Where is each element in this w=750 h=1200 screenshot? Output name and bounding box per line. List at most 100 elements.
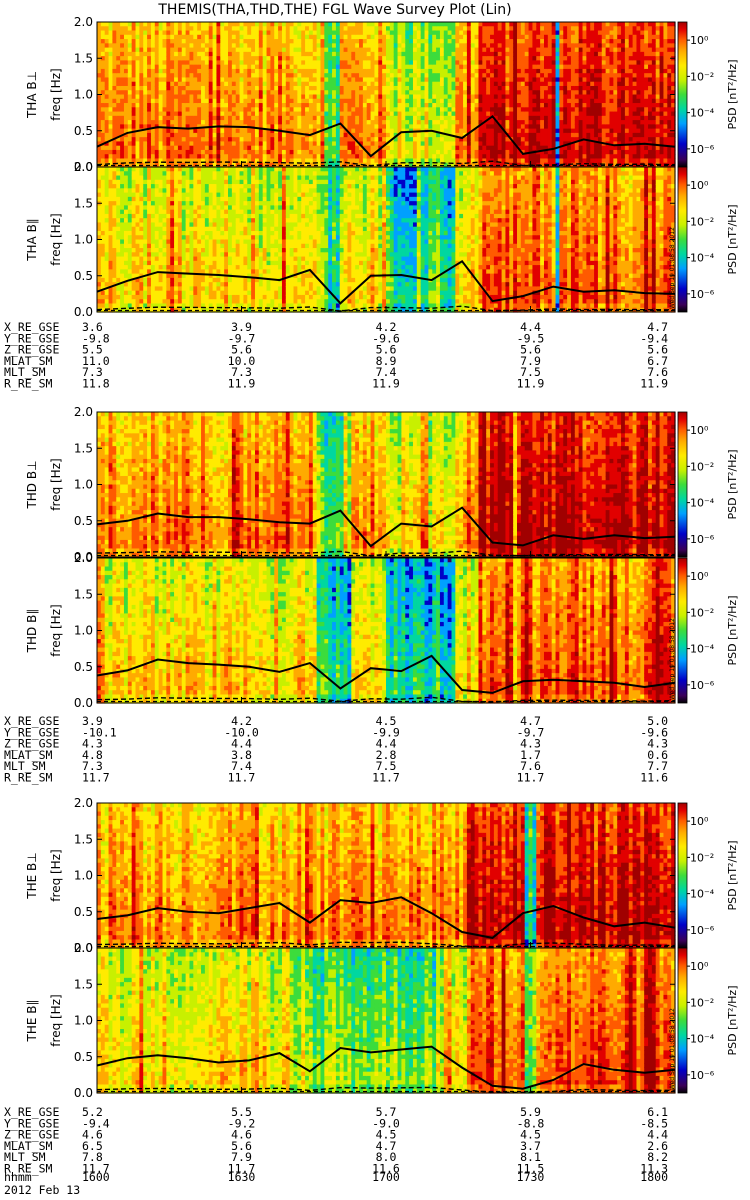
heatmap-cell	[285, 154, 291, 160]
heatmap-cell	[328, 90, 333, 96]
heatmap-cell	[605, 111, 611, 117]
heatmap-cell	[362, 34, 368, 40]
heatmap-cell	[640, 60, 645, 66]
heatmap-cell	[120, 145, 125, 151]
heatmap-cell	[147, 90, 152, 96]
heatmap-cell	[147, 145, 152, 151]
heatmap-cell	[147, 77, 152, 83]
heatmap-cell	[644, 56, 649, 61]
heatmap-cell	[613, 124, 618, 130]
heatmap-cell	[339, 124, 345, 130]
heatmap-cell	[247, 39, 252, 44]
heatmap-cell	[582, 128, 587, 134]
heatmap-cell	[567, 115, 572, 121]
heatmap-cell	[251, 26, 256, 32]
heatmap-cell	[493, 154, 499, 160]
heatmap-cell	[324, 98, 329, 104]
heatmap-cell	[505, 68, 510, 74]
heatmap-cell	[482, 34, 487, 40]
heatmap-cell	[120, 128, 125, 134]
heatmap-cell	[254, 90, 260, 96]
heatmap-cell	[424, 60, 429, 66]
heatmap-cell	[551, 43, 557, 49]
heatmap-cell	[135, 124, 140, 130]
heatmap-cell	[459, 120, 464, 125]
heatmap-cell	[324, 43, 329, 49]
heatmap-cell	[586, 68, 591, 74]
heatmap-cell	[463, 85, 468, 91]
heatmap-cell	[181, 98, 187, 104]
heatmap-cell	[274, 94, 279, 100]
heatmap-cell	[570, 145, 576, 151]
heatmap-cell	[328, 30, 333, 36]
heatmap-cell	[289, 47, 295, 53]
heatmap-cell	[628, 34, 634, 40]
heatmap-cell	[281, 98, 287, 104]
heatmap-cell	[378, 85, 383, 91]
heatmap-cell	[455, 124, 460, 130]
heatmap-cell	[555, 73, 560, 79]
heatmap-cell	[463, 154, 468, 160]
heatmap-cell	[235, 107, 241, 113]
heatmap-cell	[97, 137, 102, 143]
heatmap-cell	[409, 98, 414, 104]
heatmap-cell	[201, 85, 206, 91]
heatmap-cell	[347, 39, 352, 44]
heatmap-cell	[624, 137, 630, 143]
heatmap-cell	[551, 73, 557, 79]
heatmap-cell	[505, 103, 510, 108]
heatmap-cell	[470, 124, 476, 130]
heatmap-cell	[632, 68, 638, 74]
heatmap-cell	[420, 103, 426, 108]
heatmap-cell	[597, 145, 603, 151]
heatmap-cell	[439, 22, 445, 27]
heatmap-cell	[193, 51, 198, 57]
heatmap-cell	[131, 60, 137, 66]
heatmap-cell	[150, 141, 156, 147]
heatmap-cell	[97, 60, 102, 66]
heatmap-cell	[216, 107, 221, 113]
heatmap-cell	[193, 39, 198, 44]
heatmap-cell	[135, 68, 140, 74]
heatmap-cell	[463, 128, 468, 134]
heatmap-cell	[555, 26, 560, 32]
heatmap-cell	[116, 34, 121, 40]
heatmap-cell	[339, 120, 345, 125]
heatmap-cell	[366, 115, 372, 121]
heatmap-cell	[154, 81, 160, 87]
heatmap-cell	[154, 26, 160, 32]
heatmap-cell	[247, 111, 252, 117]
heatmap-cell	[540, 154, 545, 160]
heatmap-cell	[570, 51, 576, 57]
heatmap-cell	[474, 158, 480, 164]
heatmap-cell	[247, 64, 252, 70]
heatmap-cell	[366, 128, 372, 134]
heatmap-cell	[497, 34, 503, 40]
heatmap-cell	[100, 90, 106, 96]
heatmap-cell	[123, 60, 129, 66]
heatmap-cell	[370, 124, 376, 130]
heatmap-cell	[594, 107, 599, 113]
heatmap-cell	[436, 137, 441, 143]
heatmap-cell	[112, 158, 117, 164]
heatmap-cell	[120, 103, 125, 108]
heatmap-cell	[428, 34, 433, 40]
heatmap-cell	[382, 51, 387, 57]
heatmap-cell	[235, 103, 241, 108]
heatmap-cell	[266, 26, 271, 32]
heatmap-cell	[628, 64, 634, 70]
heatmap-cell	[424, 68, 429, 74]
heatmap-cell	[648, 56, 653, 61]
heatmap-cell	[420, 158, 426, 164]
heatmap-cell	[108, 26, 114, 32]
heatmap-cell	[235, 60, 241, 66]
heatmap-cell	[382, 26, 387, 32]
heatmap-cell	[197, 56, 202, 61]
heatmap-cell	[651, 56, 657, 61]
heatmap-cell	[397, 81, 403, 87]
heatmap-cell	[640, 22, 645, 27]
heatmap-cell	[628, 132, 634, 138]
heatmap-cell	[617, 73, 622, 79]
heatmap-cell	[251, 141, 256, 147]
heatmap-cell	[254, 111, 260, 117]
